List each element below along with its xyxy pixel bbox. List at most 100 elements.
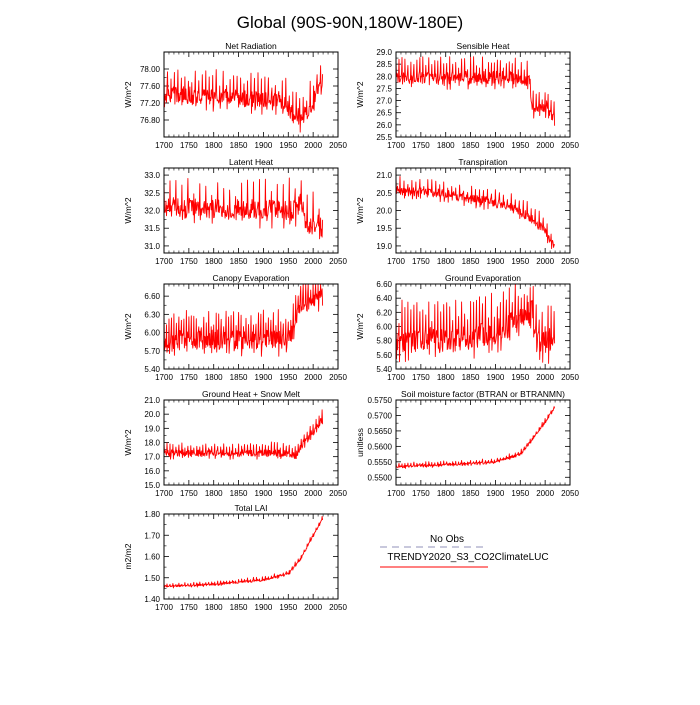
y-tick-label: 6.20: [376, 308, 392, 317]
x-tick-label: 1800: [205, 489, 223, 498]
y-tick-label: 6.60: [144, 292, 160, 301]
y-tick-label: 26.0: [376, 121, 392, 130]
plot-frame: [163, 167, 339, 254]
y-tick-label: 1.50: [144, 574, 160, 583]
y-tick-label: 15.0: [144, 481, 160, 490]
series-line-1: [163, 65, 324, 133]
x-tick-label: 2000: [304, 603, 322, 612]
legend-label-no-obs: No Obs: [430, 534, 464, 545]
x-tick-label: 2050: [561, 141, 579, 150]
x-tick-label: 1700: [387, 141, 405, 150]
x-tick-label: 1700: [387, 257, 405, 266]
series-line-1: [395, 56, 556, 126]
y-tick-label: 32.5: [144, 189, 160, 198]
y-axis-label: W/m^2: [123, 197, 133, 223]
chart-title: Total LAI: [234, 503, 267, 513]
y-tick-label: 6.60: [376, 280, 392, 289]
y-tick-label: 28.0: [376, 72, 392, 81]
y-tick-label: 5.40: [144, 365, 160, 374]
x-tick-label: 1950: [511, 257, 529, 266]
x-tick-label: 1900: [255, 489, 273, 498]
y-tick-label: 6.00: [144, 329, 160, 338]
series-line-1: [395, 406, 556, 469]
x-tick-label: 1850: [462, 257, 480, 266]
x-tick-label: 1900: [487, 373, 505, 382]
x-tick-label: 1700: [155, 603, 173, 612]
x-tick-label: 1850: [462, 141, 480, 150]
y-tick-label: 0.5500: [368, 473, 393, 482]
chart-panel-9: Total LAI 1700 1750 1800 1850 1900 1950 2000 205…: [123, 503, 347, 612]
x-tick-label: 1700: [155, 373, 173, 382]
y-tick-label: 1.40: [144, 595, 160, 604]
x-tick-label: 1800: [205, 141, 223, 150]
y-axis-label: unitless: [355, 428, 365, 457]
x-tick-label: 1750: [412, 257, 430, 266]
x-tick-label: 1750: [180, 373, 198, 382]
y-tick-label: 20.0: [144, 410, 160, 419]
y-tick-label: 27.0: [376, 97, 392, 106]
series-line-1: [395, 175, 555, 250]
y-axis-label: W/m^2: [123, 429, 133, 455]
x-tick-label: 1800: [437, 257, 455, 266]
x-tick-label: 1750: [412, 489, 430, 498]
y-tick-label: 20.0: [376, 207, 392, 216]
y-axis-label: m2/m2: [123, 543, 133, 569]
x-tick-label: 2050: [561, 489, 579, 498]
y-tick-label: 5.60: [376, 351, 392, 360]
y-tick-label: 25.5: [376, 133, 392, 142]
x-tick-label: 2000: [536, 257, 554, 266]
plot-frame: [395, 399, 571, 486]
y-tick-label: 17.0: [144, 453, 160, 462]
y-tick-label: 0.5650: [368, 427, 393, 436]
series-line-1: [163, 515, 324, 589]
x-tick-label: 1900: [487, 489, 505, 498]
x-tick-label: 1700: [155, 141, 173, 150]
y-tick-label: 6.40: [376, 294, 392, 303]
y-tick-label: 18.0: [144, 439, 160, 448]
chart-panel-4: Transpiration 1700 1750 1800 1850 1900 1950 200…: [355, 157, 579, 266]
chart-panel-6: Ground Evaporation 1700 1750 1800 1850 1900 19…: [355, 273, 579, 382]
y-tick-label: 28.5: [376, 60, 392, 69]
y-tick-label: 6.30: [144, 310, 160, 319]
y-tick-label: 31.5: [144, 224, 160, 233]
x-tick-label: 1850: [462, 373, 480, 382]
x-tick-label: 1700: [155, 489, 173, 498]
y-tick-label: 6.00: [376, 323, 392, 332]
y-tick-label: 77.60: [140, 82, 161, 91]
y-tick-label: 33.0: [144, 171, 160, 180]
y-tick-label: 16.0: [144, 467, 160, 476]
y-tick-label: 1.70: [144, 531, 160, 540]
y-tick-label: 21.0: [376, 171, 392, 180]
legend: No Obs TRENDY2020_S3_CO2ClimateLUC: [380, 534, 549, 568]
x-tick-label: 1750: [180, 141, 198, 150]
series-line-1: [163, 283, 324, 357]
figure-title: Global (90S-90N,180W-180E): [237, 13, 463, 32]
y-tick-label: 19.0: [376, 242, 392, 251]
y-tick-label: 0.5700: [368, 411, 393, 420]
y-tick-label: 77.20: [140, 99, 161, 108]
x-tick-label: 2000: [536, 489, 554, 498]
x-tick-label: 1750: [412, 141, 430, 150]
y-tick-label: 0.5750: [368, 396, 393, 405]
plot-frame: [395, 283, 571, 370]
y-axis-label: W/m^2: [123, 313, 133, 339]
x-tick-label: 1750: [180, 257, 198, 266]
x-tick-label: 1750: [412, 373, 430, 382]
x-tick-label: 1900: [487, 141, 505, 150]
y-tick-label: 5.40: [376, 365, 392, 374]
chart-title: Soil moisture factor (BTRAN or BTRANMN): [401, 389, 565, 399]
x-tick-label: 2000: [304, 489, 322, 498]
x-tick-label: 1850: [230, 373, 248, 382]
x-tick-label: 1950: [279, 141, 297, 150]
y-tick-label: 1.80: [144, 510, 160, 519]
plot-frame: [163, 51, 339, 138]
x-tick-label: 1800: [437, 373, 455, 382]
y-tick-label: 5.80: [376, 337, 392, 346]
x-tick-label: 1950: [279, 489, 297, 498]
y-tick-label: 31.0: [144, 242, 160, 251]
x-tick-label: 1800: [437, 141, 455, 150]
x-tick-label: 1950: [511, 489, 529, 498]
plot-frame: [395, 51, 571, 138]
